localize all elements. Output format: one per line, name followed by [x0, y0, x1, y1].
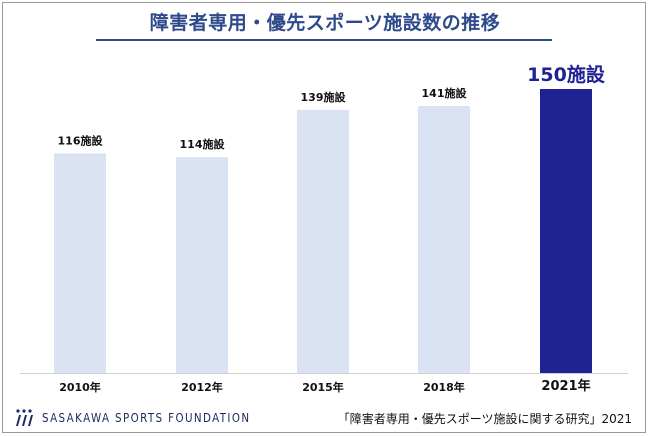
bar-2018年	[418, 106, 470, 373]
ssf-logo: SASAKAWA SPORTS FOUNDATION	[14, 407, 284, 429]
x-tick-label-2012年: 2012年	[181, 380, 223, 394]
bar-2012年	[176, 157, 228, 373]
bar-2010年	[54, 153, 106, 373]
data-label-2018年: 141施設	[422, 86, 468, 100]
data-label-2021年: 150施設	[527, 63, 606, 86]
data-label-2010年: 116施設	[58, 133, 104, 147]
bar-2021年	[540, 89, 592, 373]
x-tick-label-2018年: 2018年	[423, 380, 465, 394]
data-label-2015年: 139施設	[301, 90, 347, 104]
x-tick-label-2010年: 2010年	[59, 380, 101, 394]
x-tick-label-2021年: 2021年	[541, 378, 590, 394]
ssf-logo-icon	[16, 409, 33, 426]
logo-wordmark: SASAKAWA SPORTS FOUNDATION	[42, 411, 251, 425]
bar-2015年	[297, 109, 349, 374]
source-citation: 「障害者専用・優先スポーツ施設に関する研究」2021	[337, 412, 632, 426]
x-tick-label-2015年: 2015年	[302, 380, 344, 394]
data-label-2012年: 114施設	[180, 137, 226, 151]
chart-title: 障害者専用・優先スポーツ施設数の推移	[149, 12, 501, 34]
title-underline	[96, 39, 552, 41]
